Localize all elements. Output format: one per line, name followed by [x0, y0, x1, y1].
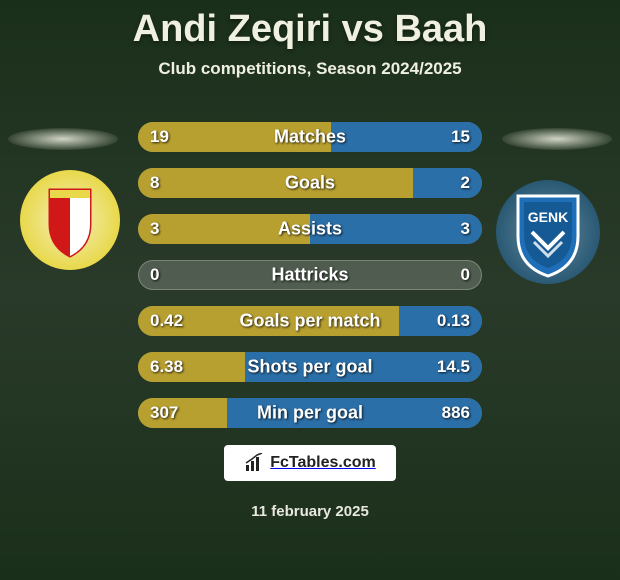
stat-bar-right: [413, 168, 482, 198]
stat-value-right: 0.13: [437, 311, 470, 331]
stat-value-left: 307: [150, 403, 178, 423]
stat-value-right: 886: [442, 403, 470, 423]
stat-label: Goals per match: [239, 311, 380, 332]
stat-label: Hattricks: [271, 265, 348, 286]
stat-row: 0 0 Hattricks: [138, 260, 482, 290]
stat-value-right: 14.5: [437, 357, 470, 377]
stats-panel: 19 15 Matches 8 2 Goals 3 3 Assists 0 0 Hattricks 0.…: [138, 122, 482, 444]
stat-row: 3 3 Assists: [138, 214, 482, 244]
comparison-title: Andi Zeqiri vs Baah: [0, 0, 620, 51]
stat-row: 6.38 14.5 Shots per goal: [138, 352, 482, 382]
comparison-subtitle: Club competitions, Season 2024/2025: [0, 59, 620, 79]
stat-value-left: 3: [150, 219, 159, 239]
stat-value-right: 15: [451, 127, 470, 147]
stat-row: 0.42 0.13 Goals per match: [138, 306, 482, 336]
stat-label: Shots per goal: [247, 357, 372, 378]
stat-row: 307 886 Min per goal: [138, 398, 482, 428]
stat-label: Goals: [285, 173, 335, 194]
stat-value-left: 0: [150, 265, 159, 285]
branding-label: FcTables.com: [270, 454, 376, 472]
stat-bar-left: [138, 168, 413, 198]
stat-value-left: 8: [150, 173, 159, 193]
comparison-date: 11 february 2025: [251, 503, 369, 520]
team-crest-right: GENK: [494, 178, 602, 286]
stat-label: Min per goal: [257, 403, 363, 424]
crest-shadow-left: [8, 128, 118, 150]
stat-row: 19 15 Matches: [138, 122, 482, 152]
branding-link[interactable]: FcTables.com: [224, 445, 396, 481]
chart-icon: [244, 453, 264, 473]
crest-right-label: GENK: [528, 209, 568, 225]
team-crest-left: [16, 166, 124, 274]
stat-value-left: 6.38: [150, 357, 183, 377]
stat-value-left: 0.42: [150, 311, 183, 331]
crest-shadow-right: [502, 128, 612, 150]
stat-value-right: 0: [461, 265, 470, 285]
shield-icon: [16, 166, 124, 274]
stat-value-right: 2: [461, 173, 470, 193]
stat-label: Assists: [278, 219, 342, 240]
shield-icon: GENK: [494, 178, 602, 286]
stat-label: Matches: [274, 127, 346, 148]
stat-row: 8 2 Goals: [138, 168, 482, 198]
stat-value-left: 19: [150, 127, 169, 147]
stat-value-right: 3: [461, 219, 470, 239]
